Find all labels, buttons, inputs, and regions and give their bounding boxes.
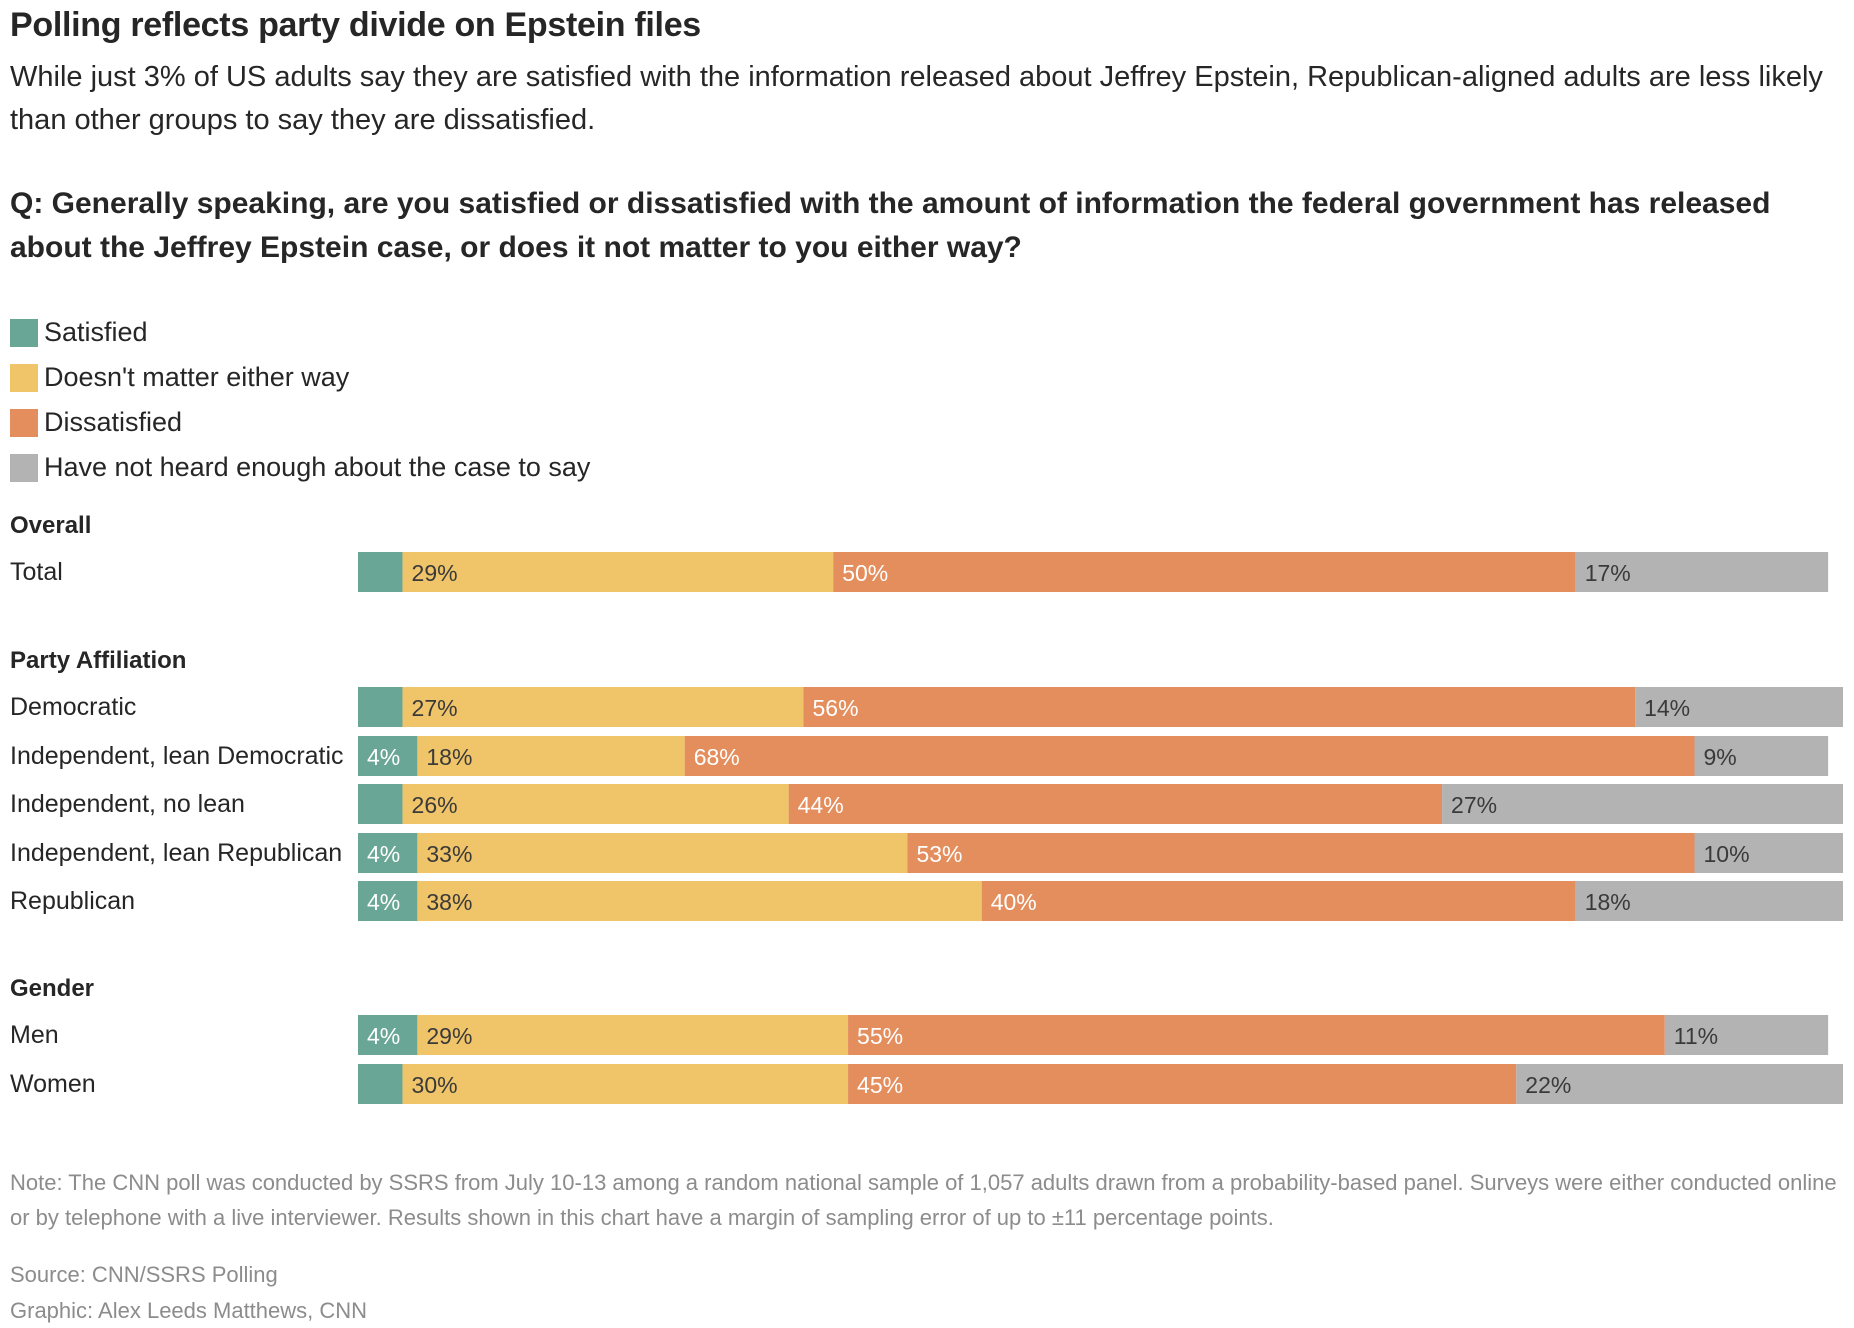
- bar-independent-lean-democratic-doesnt-matter: [417, 736, 685, 776]
- legend-swatch-dissatisfied: [10, 408, 38, 437]
- data-label-independent-no-lean-not-heard: 27%: [1451, 792, 1497, 818]
- data-label-women-not-heard: 22%: [1525, 1072, 1571, 1098]
- legend-item-satisfied: Satisfied: [10, 310, 590, 355]
- bar-total-not-heard: [1575, 552, 1829, 592]
- legend-label-satisfied: Satisfied: [44, 317, 148, 347]
- row-label-independent-lean-democratic: Independent, lean Democratic: [10, 742, 344, 770]
- data-label-independent-lean-republican-dissatisfied: 53%: [916, 841, 962, 867]
- bar-republican-not-heard: [1575, 881, 1843, 921]
- data-label-men-dissatisfied: 55%: [857, 1023, 903, 1049]
- footnote: Note: The CNN poll was conducted by SSRS…: [10, 1170, 1837, 1230]
- legend-label-dissatisfied: Dissatisfied: [44, 407, 183, 437]
- data-label-total-dissatisfied: 50%: [842, 560, 888, 586]
- data-label-independent-lean-democratic-dissatisfied: 68%: [694, 744, 740, 770]
- legend-item-dissatisfied: Dissatisfied: [10, 400, 590, 445]
- row-label-democratic: Democratic: [10, 693, 137, 721]
- credit-line: Graphic: Alex Leeds Matthews, CNN: [10, 1298, 368, 1323]
- data-label-independent-no-lean-dissatisfied: 44%: [798, 792, 844, 818]
- bar-total-doesnt-matter: [402, 552, 834, 592]
- bar-independent-lean-democratic-dissatisfied: [684, 736, 1695, 776]
- bar-democratic-dissatisfied: [803, 687, 1636, 727]
- legend: Satisfied Doesn't matter either way Diss…: [10, 310, 590, 490]
- data-label-men-doesnt-matter: 29%: [426, 1023, 472, 1049]
- data-label-independent-lean-republican-satisfied: 4%: [367, 841, 400, 867]
- data-label-independent-lean-republican-doesnt-matter: 33%: [426, 841, 472, 867]
- bar-independent-no-lean-not-heard: [1442, 784, 1843, 824]
- bar-independent-lean-democratic-not-heard: [1694, 736, 1829, 776]
- row-label-total: Total: [10, 558, 63, 586]
- bar-men-dissatisfied: [848, 1015, 1665, 1055]
- data-label-independent-no-lean-doesnt-matter: 26%: [412, 792, 458, 818]
- chart-subtitle: While just 3% of US adults say they are …: [10, 61, 1823, 136]
- data-label-republican-not-heard: 18%: [1585, 889, 1631, 915]
- bar-democratic-not-heard: [1635, 687, 1843, 727]
- row-label-independent-no-lean: Independent, no lean: [10, 790, 245, 818]
- row-label-republican: Republican: [10, 887, 136, 915]
- legend-swatch-not-heard: [10, 453, 38, 482]
- bar-men-doesnt-matter: [417, 1015, 849, 1055]
- bar-women-doesnt-matter: [402, 1064, 849, 1104]
- bar-women-satisfied: [358, 1064, 403, 1104]
- legend-swatch-satisfied: [10, 318, 38, 347]
- legend-swatch-doesnt-matter: [10, 363, 38, 392]
- data-label-republican-dissatisfied: 40%: [991, 889, 1037, 915]
- legend-label-not-heard: Have not heard enough about the case to …: [44, 452, 591, 482]
- data-label-men-satisfied: 4%: [367, 1023, 400, 1049]
- data-label-women-dissatisfied: 45%: [857, 1072, 903, 1098]
- bar-independent-no-lean-doesnt-matter: [402, 784, 789, 824]
- data-label-women-doesnt-matter: 30%: [412, 1072, 458, 1098]
- chart-title: Polling reflects party divide on Epstein…: [10, 6, 701, 44]
- bar-total-satisfied: [358, 552, 403, 592]
- data-label-men-not-heard: 11%: [1674, 1023, 1718, 1049]
- row-label-independent-lean-republican: Independent, lean Republican: [10, 839, 343, 867]
- group-title-overall: Overall: [10, 512, 92, 539]
- bar-democratic-satisfied: [358, 687, 403, 727]
- bar-men-not-heard: [1664, 1015, 1829, 1055]
- survey-question: Q: Generally speaking, are you satisfied…: [10, 187, 1771, 264]
- data-label-democratic-not-heard: 14%: [1644, 695, 1690, 721]
- bar-independent-lean-democratic-satisfied: [358, 736, 418, 776]
- data-label-republican-satisfied: 4%: [367, 889, 400, 915]
- bar-women-not-heard: [1516, 1064, 1843, 1104]
- bar-independent-lean-republican-satisfied: [358, 833, 418, 873]
- row-label-women: Women: [10, 1070, 96, 1098]
- data-label-independent-lean-democratic-satisfied: 4%: [367, 744, 400, 770]
- bar-independent-lean-republican-doesnt-matter: [417, 833, 908, 873]
- bar-independent-lean-republican-dissatisfied: [907, 833, 1695, 873]
- legend-label-doesnt-matter: Doesn't matter either way: [44, 362, 350, 392]
- bar-independent-no-lean-dissatisfied: [788, 784, 1443, 824]
- data-label-republican-doesnt-matter: 38%: [426, 889, 472, 915]
- bar-independent-no-lean-satisfied: [358, 784, 403, 824]
- bar-total-dissatisfied: [833, 552, 1576, 592]
- source-line: Source: CNN/SSRS Polling: [10, 1262, 278, 1287]
- bar-republican-dissatisfied: [981, 881, 1576, 921]
- group-title-party: Party Affiliation: [10, 647, 187, 674]
- bar-men-satisfied: [358, 1015, 418, 1055]
- bar-republican-satisfied: [358, 881, 418, 921]
- legend-item-not-heard: Have not heard enough about the case to …: [10, 445, 590, 490]
- bar-republican-doesnt-matter: [417, 881, 982, 921]
- data-label-total-doesnt-matter: 29%: [412, 560, 458, 586]
- bar-independent-lean-republican-not-heard: [1694, 833, 1843, 873]
- data-label-independent-lean-democratic-doesnt-matter: 18%: [426, 744, 472, 770]
- bar-democratic-doesnt-matter: [402, 687, 804, 727]
- bar-women-dissatisfied: [848, 1064, 1517, 1104]
- data-label-independent-lean-democratic-not-heard: 9%: [1704, 744, 1737, 770]
- data-label-independent-lean-republican-not-heard: 10%: [1704, 841, 1750, 867]
- data-label-democratic-dissatisfied: 56%: [813, 695, 859, 721]
- data-label-total-not-heard: 17%: [1585, 560, 1631, 586]
- data-label-democratic-doesnt-matter: 27%: [412, 695, 458, 721]
- legend-item-doesnt-matter: Doesn't matter either way: [10, 355, 590, 400]
- group-title-gender: Gender: [10, 975, 95, 1002]
- row-label-men: Men: [10, 1021, 59, 1049]
